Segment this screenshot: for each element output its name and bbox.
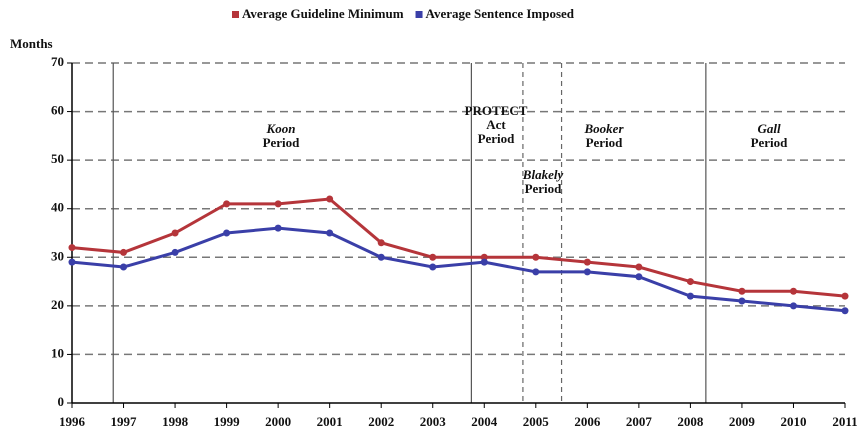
x-tick-label: 2009 [729,414,756,429]
period-label: Booker [584,121,625,136]
period-label: PROTECT [465,103,528,118]
point [429,263,437,271]
point [274,200,282,208]
period-label: Blakely [522,167,564,182]
point [120,263,128,271]
point [686,292,694,300]
x-tick-label: 2007 [626,414,653,429]
point [532,253,540,261]
point [480,253,488,261]
y-tick-label: 70 [51,54,64,69]
legend-label: Average Sentence Imposed [426,6,575,21]
point [171,229,179,237]
y-axis-label: Months [10,36,53,51]
x-tick-label: 2008 [677,414,704,429]
x-tick-label: 2003 [420,414,447,429]
point [686,278,694,286]
period-label: Period [586,135,624,150]
point [480,258,488,266]
point [841,307,849,315]
point [532,268,540,276]
y-tick-label: 10 [51,345,64,360]
x-tick-label: 2011 [832,414,857,429]
period-label: Period [525,181,563,196]
period-label: Act [486,117,506,132]
point [429,253,437,261]
y-tick-label: 0 [58,394,65,409]
point [223,229,231,237]
y-tick-label: 40 [51,200,64,215]
point [120,248,128,256]
y-tick-label: 60 [51,103,64,118]
period-label: Period [751,135,789,150]
point [841,292,849,300]
point [583,258,591,266]
y-tick-label: 50 [51,151,64,166]
point [68,244,76,252]
x-tick-label: 1997 [111,414,138,429]
legend: Average Guideline Minimum Average Sentenc… [232,6,575,21]
legend-swatch [415,11,423,18]
point [635,263,643,271]
x-tick-label: 1998 [162,414,189,429]
x-tick-label: 2005 [523,414,550,429]
point [274,224,282,232]
point [635,273,643,281]
y-tick-label: 30 [51,248,64,263]
series-line [71,226,846,313]
x-tick-label: 2010 [780,414,806,429]
point [583,268,591,276]
x-tick-label: 2006 [574,414,601,429]
period-label: Koon [266,121,296,136]
point [377,239,385,247]
point [171,248,179,256]
x-tick-label: 1996 [59,414,86,429]
x-tick-label: 2000 [265,414,291,429]
legend-label: Average Guideline Minimum [242,6,404,21]
series-line [71,197,846,298]
period-label: Period [263,135,301,150]
legend-swatch [232,11,239,18]
y-tick-label: 20 [51,297,64,312]
period-label: Period [478,131,516,146]
point [789,302,797,310]
x-tick-label: 2002 [368,414,394,429]
point [326,195,334,203]
point [377,253,385,261]
x-tick-label: 2001 [317,414,343,429]
point [738,297,746,305]
point [68,258,76,266]
point [738,287,746,295]
point [326,229,334,237]
point [789,287,797,295]
x-tick-label: 2004 [471,414,498,429]
x-tick-label: 1999 [214,414,241,429]
point [223,200,231,208]
period-label: Gall [757,121,781,136]
